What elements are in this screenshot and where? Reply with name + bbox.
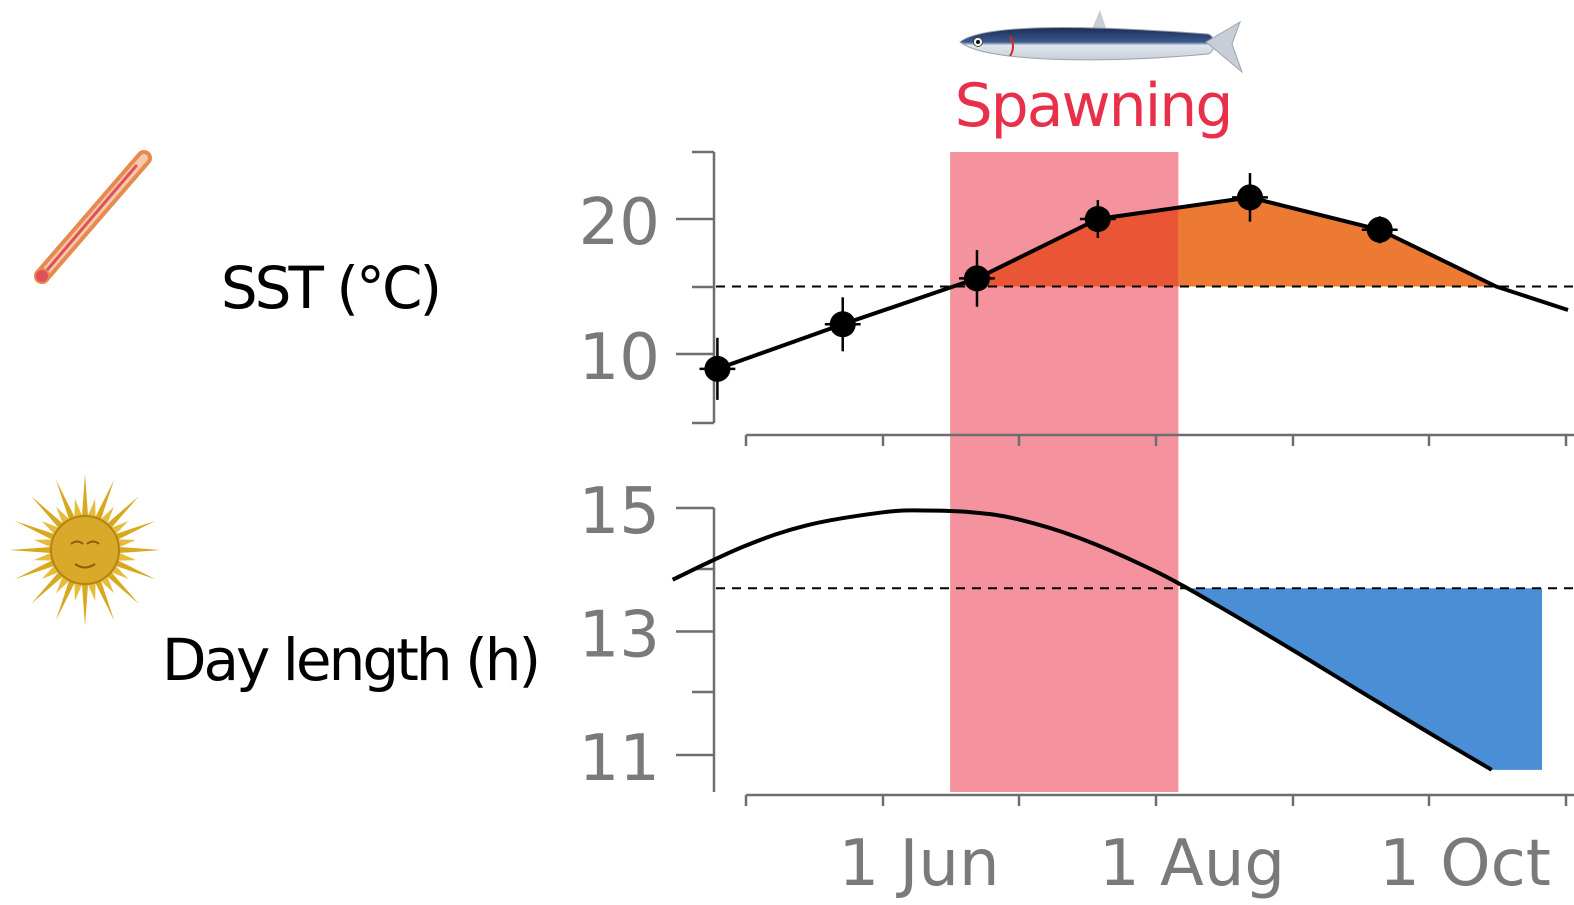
sun-icon	[9, 474, 161, 626]
x-tick-label: 1 Jun	[838, 827, 999, 901]
sst-line	[716, 195, 1569, 371]
sst-point	[1232, 173, 1268, 222]
sst-point	[824, 297, 861, 352]
sst-point	[1361, 216, 1398, 244]
day-length-tick-label: 13	[579, 599, 660, 673]
sst-axis-label: SST (°C)	[221, 254, 439, 322]
sst-point	[1079, 200, 1116, 238]
day-length-x-axis: 1 Jun 1 Aug 1 Oct	[744, 793, 1574, 901]
sst-tick-label: 20	[579, 186, 660, 260]
sst-y-axis: 10 20	[579, 150, 716, 425]
day-length-axis-label: Day length (h)	[162, 626, 538, 694]
sst-x-axis	[744, 433, 1574, 446]
sst-fill-after-spawning	[1178, 197, 1497, 287]
sst-point	[699, 337, 736, 400]
fish-icon	[959, 10, 1244, 74]
sst-tick-label: 10	[579, 321, 660, 395]
spawning-label: Spawning	[955, 71, 1232, 141]
x-tick-label: 1 Aug	[1099, 827, 1285, 901]
sst-points	[699, 173, 1398, 400]
day-length-y-axis: 11 13 15	[579, 475, 716, 796]
x-tick-label: 1 Oct	[1379, 827, 1551, 901]
day-length-line	[671, 508, 1493, 772]
sst-point	[959, 250, 995, 307]
day-length-tick-label: 11	[579, 722, 660, 796]
sst-fill-inside-spawning	[953, 207, 1179, 287]
day-length-fill	[1186, 588, 1542, 770]
day-length-panel: 11 13 15 1 Jun 1 Aug 1 Oct	[579, 475, 1574, 901]
day-length-tick-label: 15	[579, 475, 660, 549]
thermometer-icon	[34, 150, 152, 284]
sst-panel: 10 20	[579, 150, 1574, 446]
